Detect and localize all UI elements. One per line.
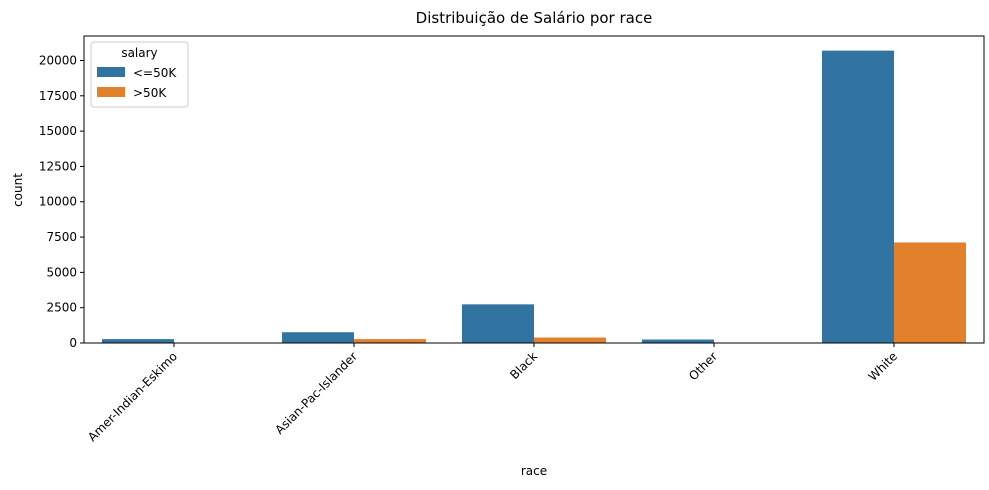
x-tick-label: Asian-Pac-Islander — [272, 349, 360, 437]
y-axis: 0 2500 5000 7500 10000 12500 15000 17500 20000 — [39, 53, 84, 350]
y-tick-label: 7500 — [46, 230, 77, 244]
bar-asian-pac-islander-series-2 — [354, 339, 426, 343]
legend-title: salary — [121, 46, 157, 60]
y-tick-label: 5000 — [46, 265, 77, 279]
legend-entry-label: <=50K — [133, 66, 177, 80]
y-tick-label: 0 — [69, 336, 77, 350]
bar-white-series-2 — [894, 242, 966, 343]
y-tick-label: 17500 — [39, 89, 77, 103]
x-tick-label: Other — [686, 349, 720, 383]
bar-white-series-1 — [822, 50, 894, 344]
y-tick-label: 20000 — [39, 53, 77, 67]
bar-asian-pac-islander-series-1 — [282, 332, 354, 343]
legend: salary <=50K >50K — [90, 41, 189, 108]
y-tick-label: 15000 — [39, 124, 77, 138]
y-tick-label: 10000 — [39, 195, 77, 209]
bars-group — [102, 50, 966, 344]
x-axis-label: race — [521, 464, 547, 478]
bar-other-series-1 — [642, 339, 714, 343]
x-tick-label: Black — [507, 349, 540, 382]
x-tick-label: White — [866, 349, 901, 384]
x-axis: Amer-Indian-Eskimo Asian-Pac-Islander Blac… — [85, 343, 900, 444]
y-tick-label: 12500 — [39, 159, 77, 173]
legend-swatch — [97, 67, 125, 77]
bar-black-series-1 — [462, 304, 534, 343]
y-axis-label: count — [11, 173, 25, 207]
legend-entry-label: >50K — [133, 86, 167, 100]
chart-title: Distribuição de Salário por race — [416, 9, 653, 27]
bar-amer-indian-eskimo-series-1 — [102, 339, 174, 343]
y-tick-label: 2500 — [46, 301, 77, 315]
bar-black-series-2 — [534, 337, 606, 343]
plot-frame — [83, 35, 985, 344]
legend-swatch — [97, 87, 125, 97]
x-tick-label: Amer-Indian-Eskimo — [85, 349, 180, 444]
